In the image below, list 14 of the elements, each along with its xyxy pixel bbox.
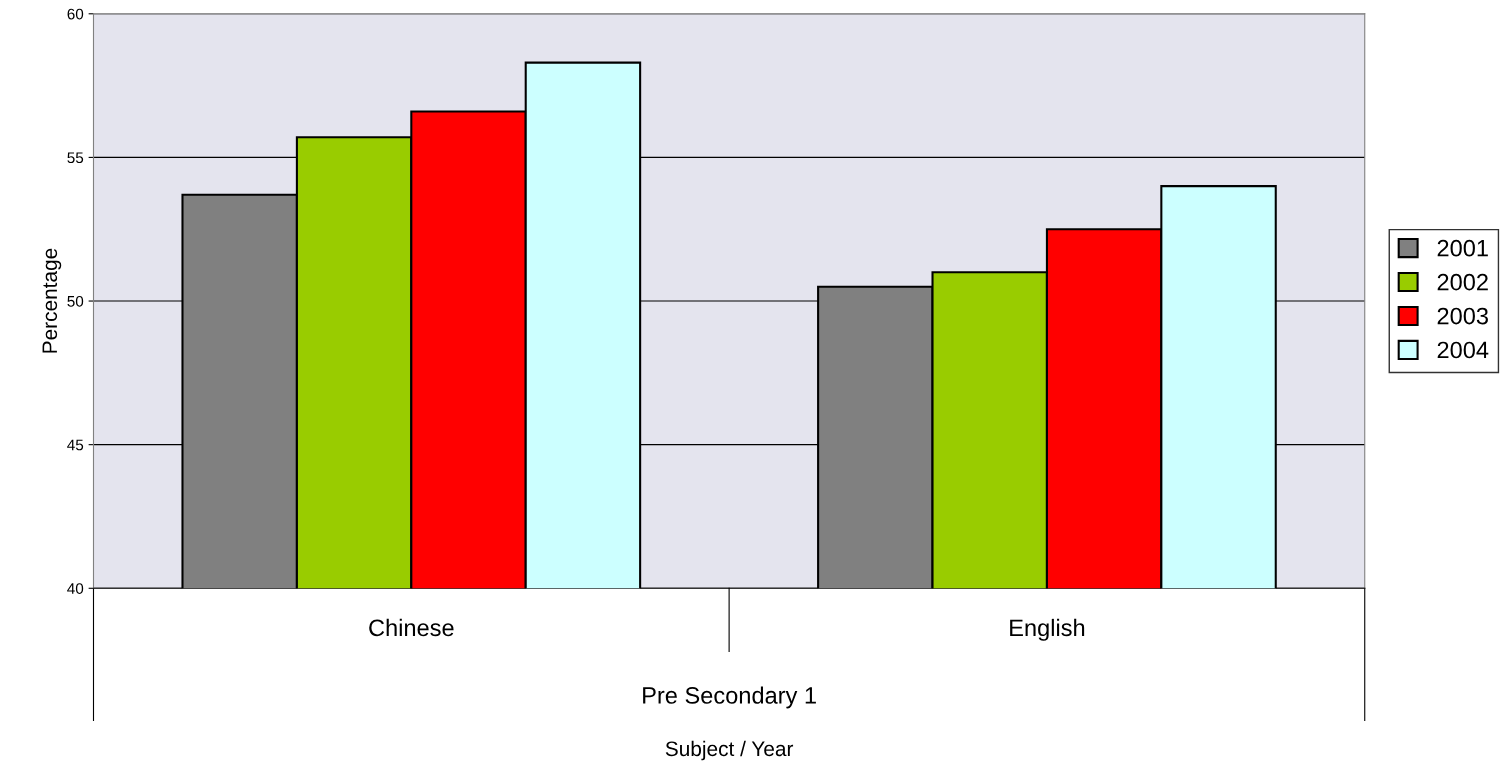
y-tick-label: 50: [67, 295, 84, 307]
y-tick-label: 40: [67, 583, 84, 594]
y-tick-label: 45: [67, 439, 84, 451]
legend-label: 2003: [1437, 307, 1488, 325]
text: Pre Secondary 1: [643, 686, 816, 709]
x-axis-title: Subject / Year: [665, 740, 794, 761]
x-tick-label: Chinese: [369, 618, 454, 637]
y-tick-label: 55: [67, 152, 84, 164]
y-axis-title: Percentage: [42, 248, 62, 353]
legend-label: 2001: [1437, 239, 1488, 257]
y-tick-label: 60: [67, 8, 84, 20]
legend-label: 2002: [1437, 273, 1488, 291]
legend-label: 2004: [1437, 341, 1489, 359]
x-tick-label: English: [1010, 618, 1085, 641]
